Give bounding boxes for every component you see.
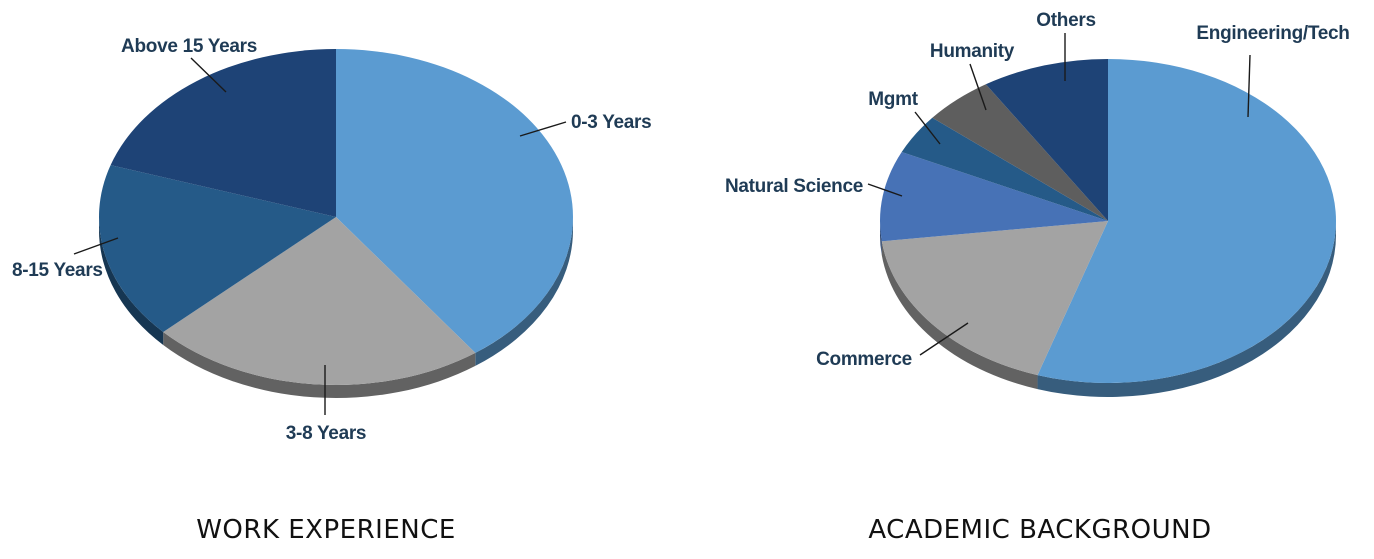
slice-3-8-years [163, 217, 476, 386]
slice-label-commerce: Commerce [816, 349, 912, 370]
slice-side-commerce [881, 241, 1038, 390]
slice-above-15-years [110, 49, 336, 217]
slice-engineering-tech [1037, 59, 1336, 383]
leader-line-8-15-years [73, 237, 119, 255]
slice-label-others: Others [1036, 10, 1095, 31]
slice-label-humanity: Humanity [930, 41, 1015, 62]
leader-line-natural-science [867, 183, 903, 197]
leader-line-above-15-years [190, 57, 227, 93]
leader-line-engineering-tech [1247, 54, 1251, 118]
slice-label-above-15-years: Above 15 Years [121, 36, 257, 57]
slice-side-engineering-tech [1037, 221, 1336, 398]
slice-label-mgmt: Mgmt [868, 89, 918, 110]
slice-others [985, 59, 1108, 221]
pie-side-walls [99, 217, 573, 398]
work-experience-title: WORK EXPERIENCE [196, 515, 456, 545]
pie-side-walls [880, 221, 1336, 398]
slice-label-8-15-years: 8-15 Years [12, 260, 103, 281]
slice-humanity [932, 84, 1108, 222]
leader-line-mgmt [914, 111, 941, 145]
work-experience-pie-chart: 0-3 Years 3-8 Years 8-15 Years Above 15 Yea… [12, 36, 652, 444]
slice-mgmt [901, 117, 1108, 221]
slice-side-natural-science [880, 221, 882, 256]
slice-label-0-3-years: 0-3 Years [571, 112, 651, 133]
slice-side-0-3-years [475, 217, 573, 366]
slice-0-3-years [336, 49, 573, 353]
leader-line-humanity [969, 63, 987, 111]
leader-line-0-3-years [519, 121, 567, 137]
slice-label-engineering-tech: Engineering/Tech [1196, 23, 1349, 44]
slice-side-8-15-years [99, 217, 164, 346]
slice-natural-science [879, 152, 1108, 242]
slice-8-15-years [99, 165, 336, 333]
academic-background-title: ACADEMIC BACKGROUND [868, 515, 1211, 545]
slice-commerce [881, 221, 1108, 376]
academic-background-pie-chart: Engineering/Tech Commerce Natural Science M… [725, 10, 1350, 398]
slice-label-3-8-years: 3-8 Years [286, 423, 366, 444]
leader-line-commerce [919, 322, 969, 356]
slice-side-3-8-years [163, 332, 476, 398]
slice-label-natural-science: Natural Science [725, 176, 863, 197]
